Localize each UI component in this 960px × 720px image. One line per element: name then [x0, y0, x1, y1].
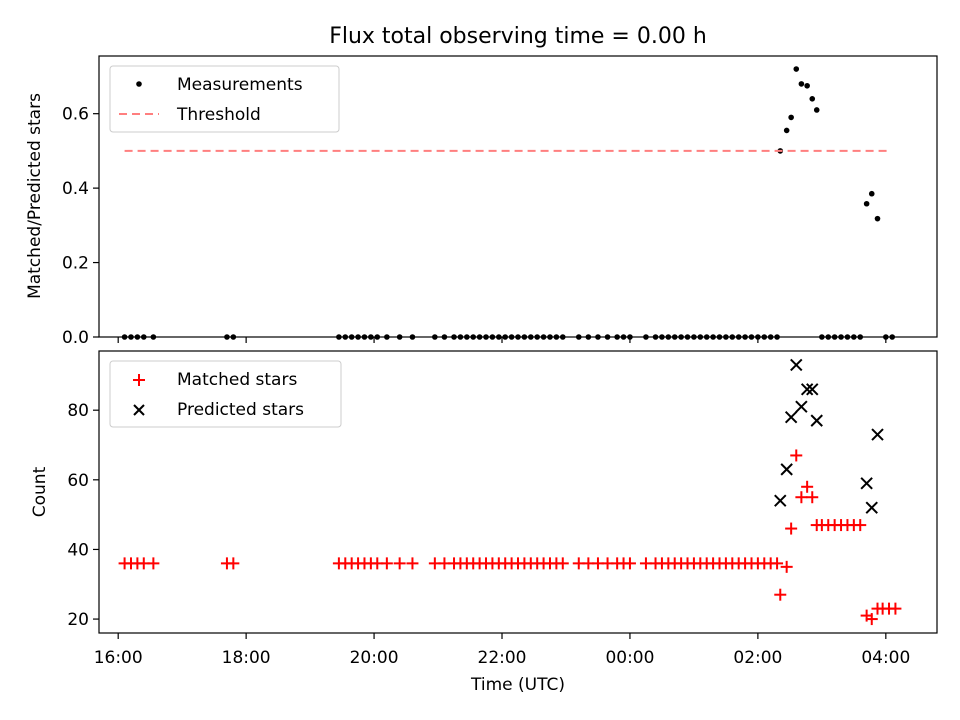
measurement-point [793, 66, 800, 72]
predicted-stars-point [806, 383, 819, 396]
top-chart-title: Flux total observing time = 0.00 h [329, 24, 707, 49]
matched-stars-point [806, 491, 819, 504]
bottom-y-tick-label: 60 [67, 471, 89, 491]
top-legend: Measurements Threshold [109, 65, 340, 133]
x-tick-label: 04:00 [861, 648, 910, 668]
predicted-stars-point [795, 400, 808, 413]
legend-measurements-marker [136, 81, 142, 87]
predicted-stars-point [780, 463, 793, 476]
matched-stars-point [780, 560, 793, 573]
measurement-point [809, 96, 816, 102]
top-y-axis-label: Matched/Predicted stars [25, 93, 45, 299]
top-y-ticks: 0.0 0.2 0.4 0.6 [62, 105, 99, 348]
top-legend-box [109, 65, 340, 133]
measurement-point [868, 190, 875, 197]
matched-stars-point [771, 557, 784, 570]
x-tick-label: 00:00 [605, 648, 654, 668]
measurement-point [804, 82, 810, 89]
top-x-ticks [117, 337, 887, 343]
x-tick-label: 22:00 [478, 648, 527, 668]
matched-stars-point [889, 602, 902, 615]
bottom-x-ticks: 16:00 18:00 20:00 22:00 00:00 02:00 04:00 [94, 633, 910, 668]
matched-stars-point [790, 449, 803, 462]
matched-stars-point [865, 613, 878, 626]
bottom-legend: Matched stars Predicted stars [109, 360, 342, 428]
predicted-stars-point [810, 414, 823, 427]
matched-stars-point [774, 588, 787, 601]
predicted-stars-point [865, 501, 878, 514]
bottom-y-tick-label: 40 [67, 540, 89, 560]
bottom-y-tick-label: 80 [67, 401, 89, 421]
measurement-point [874, 215, 881, 222]
legend-predicted-label: Predicted stars [177, 400, 304, 420]
matched-stars-point [147, 557, 160, 570]
legend-threshold-label: Threshold [176, 105, 261, 125]
predicted-stars-point [871, 428, 884, 441]
measurement-point [788, 114, 794, 121]
matched-stars-point [623, 557, 636, 570]
bottom-axes-frame [98, 350, 938, 634]
matched-stars-point [795, 491, 808, 504]
predicted-stars-point [860, 477, 873, 490]
matched-stars-point [393, 557, 406, 570]
top-y-tick-label: 0.0 [62, 328, 89, 348]
predicted-stars-point [784, 410, 798, 424]
matched-stars-point [556, 557, 569, 570]
predicted-stars-point [774, 494, 787, 507]
measurement-point [783, 127, 790, 134]
legend-matched-label: Matched stars [177, 370, 297, 390]
x-tick-label: 02:00 [733, 648, 782, 668]
measurement-point [813, 107, 820, 113]
predicted-stars-point [800, 383, 814, 396]
measurement-point [798, 81, 805, 87]
matched-stars-point [380, 557, 393, 570]
matched-stars-point [854, 519, 867, 532]
x-tick-label: 20:00 [350, 648, 399, 668]
bottom-plot-area [118, 358, 902, 626]
predicted-stars-point [790, 358, 803, 372]
matched-stars-point [227, 557, 240, 570]
legend-measurements-label: Measurements [177, 75, 303, 95]
x-tick-label: 16:00 [94, 648, 143, 668]
bottom-y-tick-label: 20 [67, 610, 89, 630]
top-y-tick-label: 0.6 [62, 105, 89, 125]
matched-stars-point [801, 480, 814, 493]
legend-matched-marker [133, 374, 145, 386]
top-y-tick-label: 0.2 [62, 254, 89, 274]
top-y-tick-label: 0.4 [62, 179, 89, 199]
measurement-point [863, 200, 870, 207]
bottom-y-axis-label: Count [30, 466, 50, 517]
matched-stars-point [406, 557, 419, 570]
bottom-y-ticks: 20 40 60 80 [67, 401, 99, 630]
bottom-x-axis-label: Time (UTC) [470, 675, 565, 695]
x-tick-label: 18:00 [222, 648, 271, 668]
bottom-legend-box [109, 360, 342, 428]
top-axes-frame [98, 55, 938, 338]
legend-predicted-marker [133, 404, 145, 416]
matched-stars-point [785, 522, 798, 535]
